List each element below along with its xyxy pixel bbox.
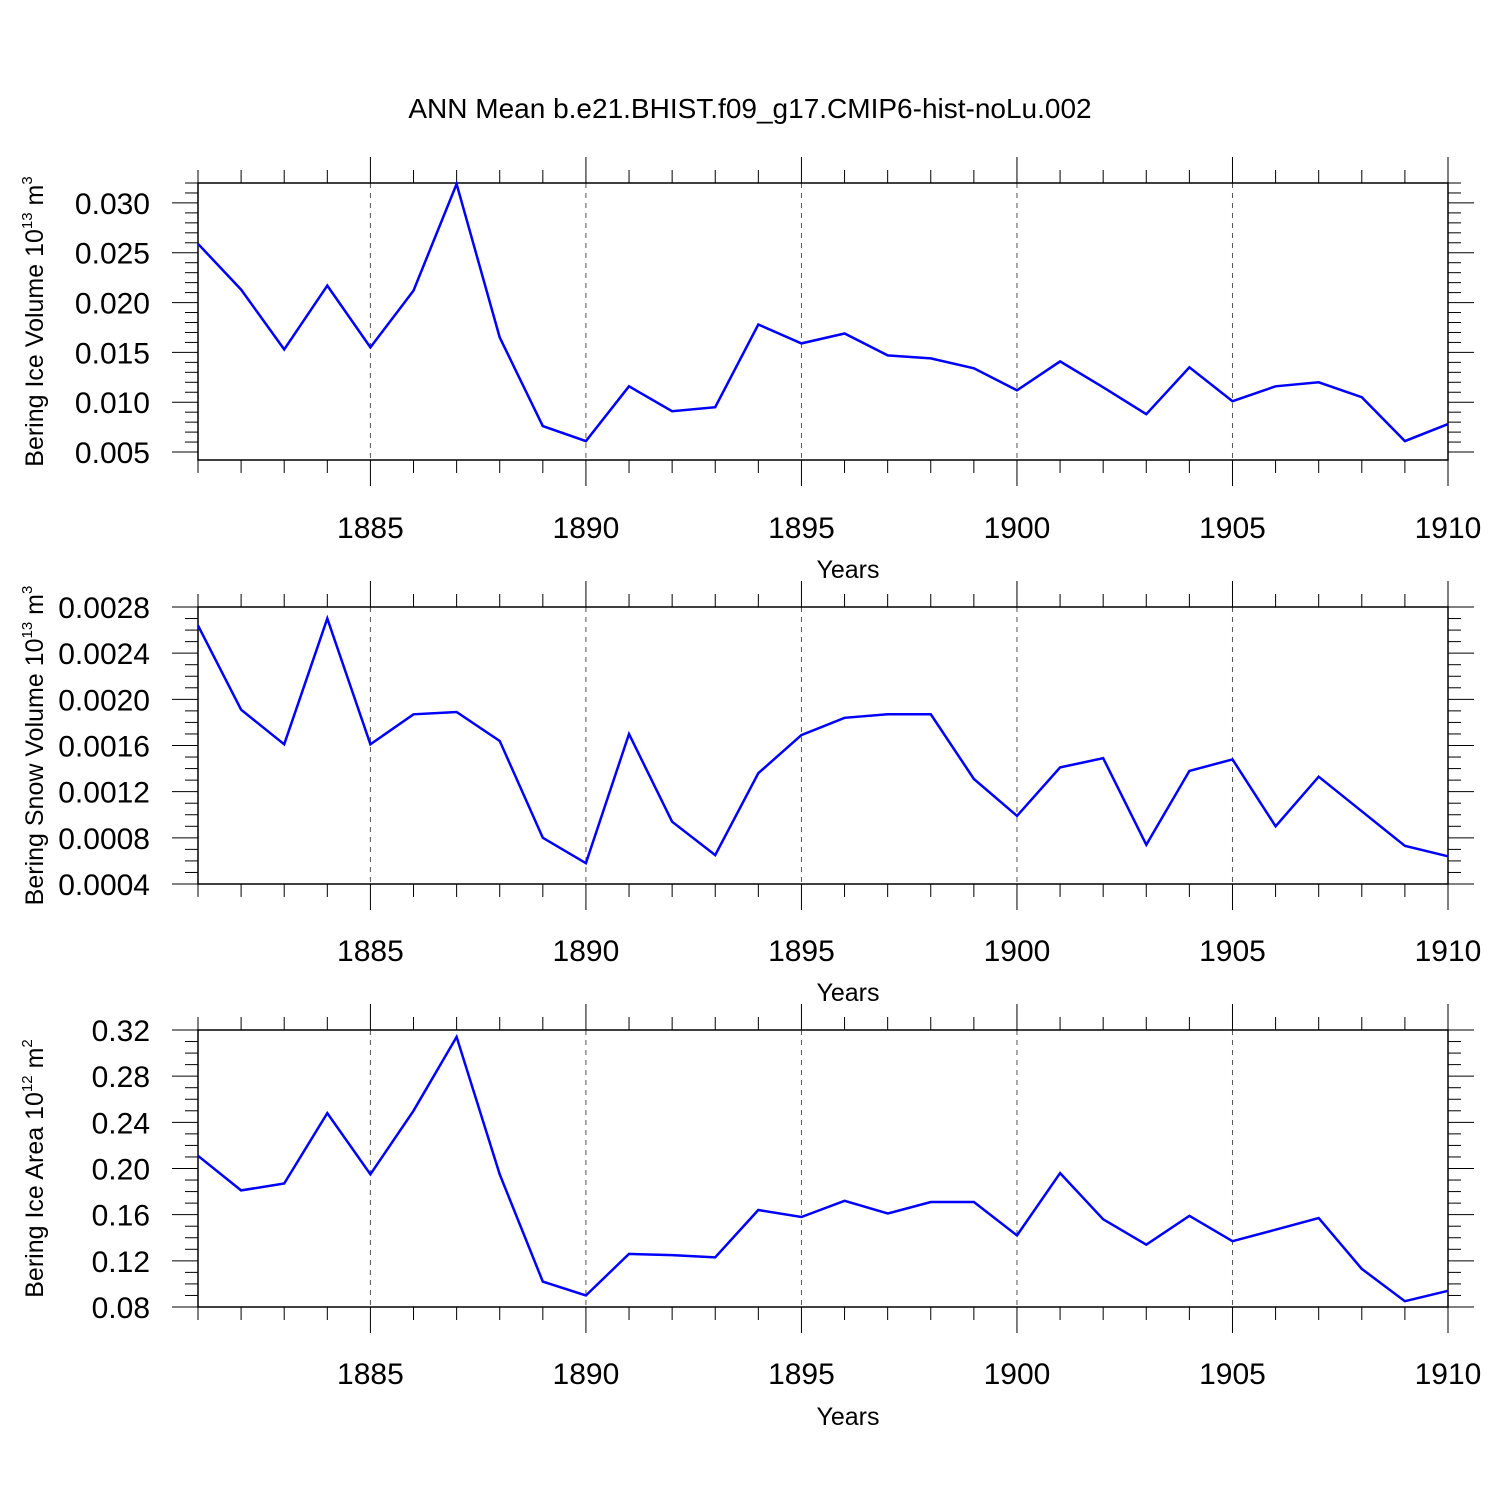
plot-frame — [197, 182, 1449, 461]
x-tick-label: 1905 — [1199, 935, 1266, 968]
y-tick-label: 0.0004 — [58, 869, 150, 902]
y-tick-label: 0.020 — [75, 288, 150, 321]
x-tick-label: 1910 — [1415, 512, 1482, 545]
y-tick-label: 0.0008 — [58, 823, 150, 856]
plot-frame — [197, 1029, 1449, 1308]
x-tick-label: 1890 — [553, 935, 620, 968]
x-tick-label: 1895 — [768, 512, 835, 545]
x-axis-title: Years — [816, 979, 879, 1007]
x-tick-label: 1905 — [1199, 1358, 1266, 1391]
y-tick-label: 0.0016 — [58, 731, 150, 764]
series-line — [196, 614, 1449, 866]
y-tick-label: 0.005 — [75, 437, 150, 470]
series-line — [197, 1033, 1449, 1303]
plot-frame — [197, 606, 1449, 885]
y-tick-label: 0.12 — [92, 1246, 150, 1279]
x-tick-label: 1905 — [1199, 512, 1266, 545]
x-tick-label: 1885 — [337, 1358, 404, 1391]
x-tick-label: 1910 — [1415, 1358, 1482, 1391]
y-tick-label: 0.32 — [92, 1015, 150, 1048]
x-tick-label: 1890 — [553, 1358, 620, 1391]
y-axis-title: Bering Snow Volume 1013 m3 — [19, 586, 49, 906]
y-tick-label: 0.20 — [92, 1154, 150, 1187]
y-tick-label: 0.0028 — [58, 592, 150, 625]
y-tick-label: 0.0012 — [58, 777, 150, 810]
y-tick-label: 0.025 — [75, 238, 150, 271]
y-tick-label: 0.08 — [92, 1292, 150, 1325]
x-axis-title: Years — [816, 1403, 879, 1431]
y-tick-label: 0.010 — [75, 387, 150, 420]
figure-title: ANN Mean b.e21.BHIST.f09_g17.CMIP6-hist-… — [408, 93, 1091, 124]
x-tick-label: 1900 — [984, 512, 1051, 545]
y-tick-label: 0.015 — [75, 337, 150, 370]
y-tick-label: 0.24 — [92, 1107, 150, 1140]
panel-2: 0.0004 0.0008 0.0012 0.0016 0.0020 0.0024 0.00… — [19, 581, 1481, 1007]
x-tick-label: 1910 — [1415, 935, 1482, 968]
series-line — [197, 180, 1449, 443]
y-axis-title: Bering Ice Area 1012 m2 — [19, 1039, 49, 1298]
y-tick-label: 0.16 — [92, 1200, 150, 1233]
panel-1: 0.005 0.010 0.015 0.020 0.025 0.030 1885 1890 18… — [19, 157, 1481, 584]
y-tick-label: 0.0020 — [58, 684, 150, 717]
x-tick-label: 1885 — [337, 512, 404, 545]
x-tick-label: 1890 — [553, 512, 620, 545]
panel-3: 0.08 0.12 0.16 0.20 0.24 0.28 0.32 1885 1890 1895… — [19, 1004, 1481, 1431]
x-tick-label: 1900 — [984, 1358, 1051, 1391]
y-tick-label: 0.030 — [75, 188, 150, 221]
x-axis-title: Years — [816, 556, 879, 584]
x-tick-label: 1895 — [768, 1358, 835, 1391]
x-tick-label: 1895 — [768, 935, 835, 968]
x-tick-label: 1885 — [337, 935, 404, 968]
x-tick-label: 1900 — [984, 935, 1051, 968]
y-tick-label: 0.0024 — [58, 638, 150, 671]
y-axis-title: Bering Ice Volume 1013 m3 — [19, 176, 49, 466]
y-tick-label: 0.28 — [92, 1061, 150, 1094]
